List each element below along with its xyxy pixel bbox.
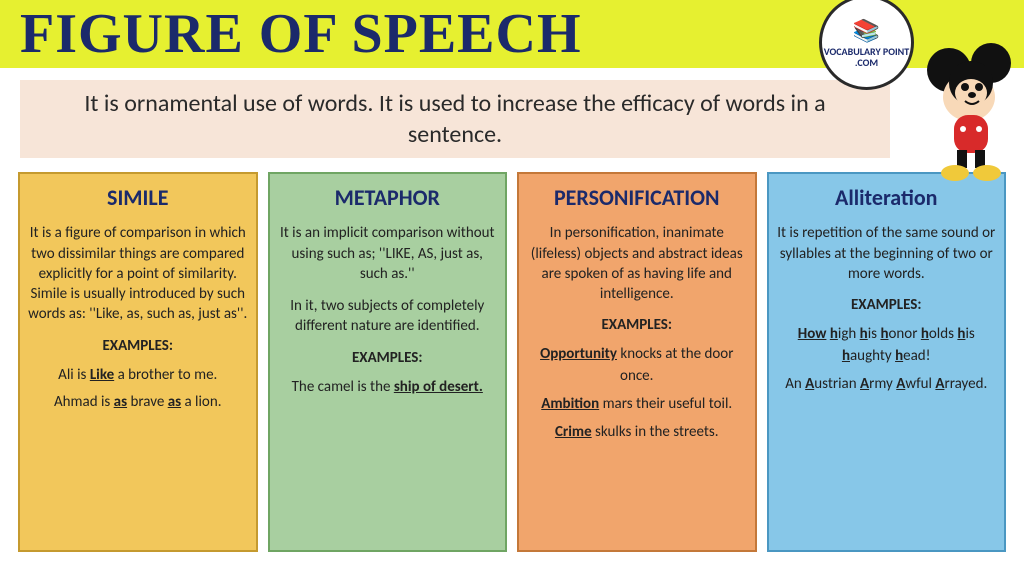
examples-label: EXAMPLES: <box>777 296 997 314</box>
subtitle-bar: It is ornamental use of words. It is use… <box>20 80 890 158</box>
card-desc: It is an implicit comparison without usi… <box>278 223 498 284</box>
title-bar: FIGURE OF SPEECH 📚 VOCABULARY POINT .COM <box>0 0 1024 68</box>
card-desc: It is a figure of comparison in which tw… <box>28 223 248 324</box>
card-alliteration: Alliteration It is repetition of the sam… <box>767 172 1007 552</box>
example-item: Crime skulks in the streets. <box>527 422 747 444</box>
examples-label: EXAMPLES: <box>527 316 747 334</box>
mascot-icon <box>899 35 1024 195</box>
card-title: PERSONIFICATION <box>527 184 747 211</box>
card-desc: It is repetition of the same sound or sy… <box>777 223 997 284</box>
card-simile: SIMILE It is a figure of comparison in w… <box>18 172 258 552</box>
examples-label: EXAMPLES: <box>28 337 248 355</box>
examples-label: EXAMPLES: <box>278 349 498 367</box>
card-title: METAPHOR <box>278 184 498 211</box>
example-item: Opportunity knocks at the door once. <box>527 344 747 388</box>
card-title: SIMILE <box>28 184 248 211</box>
book-icon: 📚 <box>853 17 880 44</box>
example-item: An Austrian Army Awful Arrayed. <box>777 374 997 396</box>
example-item: Ali is Like a brother to me. <box>28 365 248 387</box>
example-item: Ambition mars their useful toil. <box>527 394 747 416</box>
card-personification: PERSONIFICATION In personification, inan… <box>517 172 757 552</box>
cards-container: SIMILE It is a figure of comparison in w… <box>0 168 1024 556</box>
example-item: The camel is the ship of desert. <box>278 377 498 399</box>
example-item: How high his honor holds his haughty hea… <box>777 324 997 368</box>
subtitle-text: It is ornamental use of words. It is use… <box>40 88 870 150</box>
card-desc: In personification, inanimate (lifeless)… <box>527 223 747 304</box>
card-desc2: In it, two subjects of completely differ… <box>278 296 498 337</box>
example-item: Ahmad is as brave as a lion. <box>28 392 248 414</box>
page-title: FIGURE OF SPEECH <box>20 2 582 66</box>
logo-text: VOCABULARY POINT .COM <box>822 46 911 68</box>
card-metaphor: METAPHOR It is an implicit comparison wi… <box>268 172 508 552</box>
